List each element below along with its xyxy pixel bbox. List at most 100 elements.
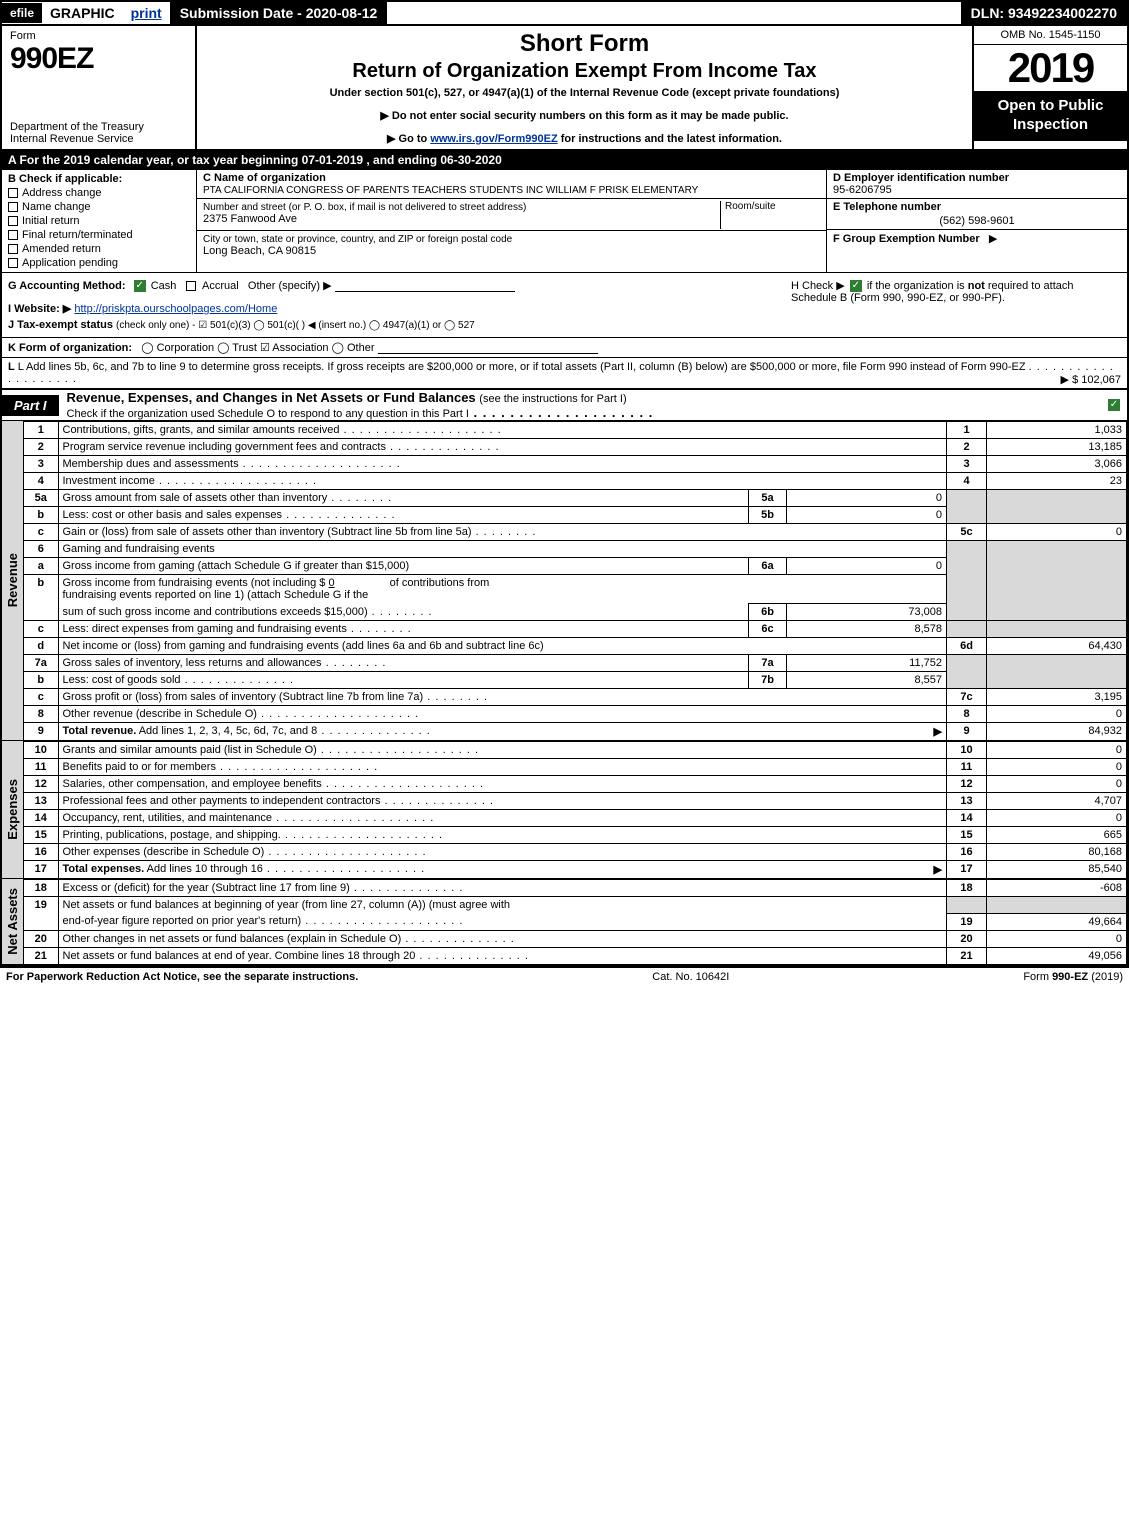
other-label: Other (specify) ▶ — [248, 280, 332, 292]
street-row: Room/suite Number and street (or P. O. b… — [197, 199, 826, 231]
form-word: Form — [10, 30, 187, 42]
department-label: Department of the Treasury Internal Reve… — [10, 121, 187, 145]
form-header: Form 990EZ Department of the Treasury In… — [2, 26, 1127, 151]
title-return: Return of Organization Exempt From Incom… — [205, 60, 964, 83]
header-left: Form 990EZ Department of the Treasury In… — [2, 26, 197, 149]
block-k: K Form of organization: ◯ Corporation ◯ … — [2, 338, 1127, 358]
ein-value: 95-6206795 — [833, 184, 892, 196]
block-g: G Accounting Method: Cash Accrual Other … — [8, 279, 791, 331]
blocks-g-h: G Accounting Method: Cash Accrual Other … — [2, 273, 1127, 338]
accrual-label: Accrual — [202, 280, 239, 292]
k-other-line[interactable] — [378, 353, 598, 354]
instr-link: Go to www.irs.gov/Form990EZ for instruct… — [205, 132, 964, 145]
subtitle: Under section 501(c), 527, or 4947(a)(1)… — [205, 87, 964, 99]
revenue-table: 1Contributions, gifts, grants, and simil… — [24, 421, 1127, 741]
l-text: L Add lines 5b, 6c, and 7b to line 9 to … — [18, 361, 1026, 373]
part-1-subtitle: (see the instructions for Part I) — [479, 393, 626, 405]
chk-cash[interactable] — [134, 280, 146, 292]
header-right: OMB No. 1545-1150 2019 Open to Public In… — [972, 26, 1127, 149]
tax-year: 2019 — [974, 45, 1127, 91]
f-label: F Group Exemption Number — [833, 233, 980, 245]
j-label: J Tax-exempt status — [8, 319, 113, 331]
dept-treasury: Department of the Treasury — [10, 121, 144, 133]
l-amount: ▶ $ 102,067 — [1061, 373, 1121, 386]
part-1-tag: Part I — [2, 395, 59, 416]
footer-right: Form 990-EZ (2019) — [1023, 971, 1123, 983]
revenue-side-label: Revenue — [2, 421, 24, 741]
block-f: F Group Exemption Number ▶ — [827, 230, 1127, 247]
other-specify-line[interactable] — [335, 291, 515, 292]
instr-post: for instructions and the latest informat… — [558, 133, 782, 145]
instr-pre: Go to — [399, 133, 431, 145]
block-e: E Telephone number (562) 598-9601 — [827, 199, 1127, 230]
header-center: Short Form Return of Organization Exempt… — [197, 26, 972, 149]
blocks-d-e-f: D Employer identification number 95-6206… — [827, 170, 1127, 272]
room-suite-label: Room/suite — [720, 201, 820, 229]
d-label: D Employer identification number — [833, 172, 1009, 184]
e-label: E Telephone number — [833, 201, 941, 213]
topbar-left: efile GRAPHIC print Submission Date - 20… — [2, 2, 387, 24]
dln-label: DLN: 93492234002270 — [961, 2, 1127, 24]
chk-final-return[interactable]: Final return/terminated — [8, 229, 190, 241]
c-name-label: C Name of organization — [203, 172, 326, 184]
street-address: 2375 Fanwood Ave — [203, 213, 297, 225]
block-b: B Check if applicable: Address change Na… — [2, 170, 197, 272]
net-assets-table: 18Excess or (deficit) for the year (Subt… — [24, 879, 1127, 965]
form-container: efile GRAPHIC print Submission Date - 20… — [0, 0, 1129, 967]
chk-schedule-b[interactable] — [850, 280, 862, 292]
footer-center: Cat. No. 10642I — [652, 971, 729, 983]
line-a-tax-year: A For the 2019 calendar year, or tax yea… — [2, 151, 1127, 170]
topbar: efile GRAPHIC print Submission Date - 20… — [2, 2, 1127, 26]
print-link[interactable]: print — [123, 5, 170, 21]
f-arrow: ▶ — [989, 233, 997, 245]
g-label: G Accounting Method: — [8, 280, 126, 292]
street-label: Number and street (or P. O. box, if mail… — [203, 202, 526, 213]
website-link[interactable]: http://priskpta.ourschoolpages.com/Home — [74, 303, 277, 315]
graphic-label: GRAPHIC — [42, 5, 123, 21]
omb-number: OMB No. 1545-1150 — [974, 26, 1127, 45]
block-c: C Name of organization PTA CALIFORNIA CO… — [197, 170, 827, 272]
org-name: PTA CALIFORNIA CONGRESS OF PARENTS TEACH… — [203, 185, 698, 196]
city-state-zip: Long Beach, CA 90815 — [203, 245, 316, 257]
cash-label: Cash — [151, 280, 177, 292]
chk-address-change[interactable]: Address change — [8, 187, 190, 199]
block-d: D Employer identification number 95-6206… — [827, 170, 1127, 199]
org-name-row: C Name of organization PTA CALIFORNIA CO… — [197, 170, 826, 199]
expenses-section: Expenses 10Grants and similar amounts pa… — [2, 741, 1127, 879]
irs-link[interactable]: www.irs.gov/Form990EZ — [430, 133, 557, 145]
title-short-form: Short Form — [205, 30, 964, 58]
k-options: ◯ Corporation ◯ Trust ☑ Association ◯ Ot… — [141, 342, 374, 354]
efile-button[interactable]: efile — [2, 3, 42, 23]
h-pre: H Check ▶ — [791, 280, 848, 292]
chk-name-change[interactable]: Name change — [8, 201, 190, 213]
part-1-header: Part I Revenue, Expenses, and Changes in… — [2, 390, 1127, 421]
page-footer: For Paperwork Reduction Act Notice, see … — [0, 967, 1129, 986]
city-row: City or town, state or province, country… — [197, 231, 826, 259]
open-public-inspection: Open to Public Inspection — [974, 91, 1127, 141]
block-h: H Check ▶ if the organization is not req… — [791, 279, 1121, 331]
part-1-checkbox[interactable] — [1101, 399, 1127, 411]
net-assets-side-label: Net Assets — [2, 879, 24, 965]
part-1-check-line: Check if the organization used Schedule … — [67, 408, 469, 420]
block-l: L L Add lines 5b, 6c, and 7b to line 9 t… — [2, 358, 1127, 390]
city-label: City or town, state or province, country… — [203, 234, 512, 245]
chk-accrual[interactable] — [186, 281, 196, 291]
dept-irs: Internal Revenue Service — [10, 133, 134, 145]
chk-initial-return[interactable]: Initial return — [8, 215, 190, 227]
expenses-side-label: Expenses — [2, 741, 24, 879]
i-label: I Website: ▶ — [8, 303, 71, 315]
instr-ssn: Do not enter social security numbers on … — [205, 109, 964, 122]
expenses-table: 10Grants and similar amounts paid (list … — [24, 741, 1127, 879]
k-label: K Form of organization: — [8, 342, 132, 354]
form-number: 990EZ — [10, 42, 187, 76]
chk-application-pending[interactable]: Application pending — [8, 257, 190, 269]
submission-date: Submission Date - 2020-08-12 — [170, 2, 388, 24]
footer-left: For Paperwork Reduction Act Notice, see … — [6, 971, 358, 983]
revenue-section: Revenue 1Contributions, gifts, grants, a… — [2, 421, 1127, 741]
part-1-title: Revenue, Expenses, and Changes in Net As… — [59, 390, 1101, 420]
j-options: (check only one) - ☑ 501(c)(3) ◯ 501(c)(… — [116, 320, 475, 331]
chk-amended-return[interactable]: Amended return — [8, 243, 190, 255]
b-header: B Check if applicable: — [8, 173, 190, 185]
phone-value: (562) 598-9601 — [833, 213, 1121, 227]
blocks-b-through-f: B Check if applicable: Address change Na… — [2, 170, 1127, 273]
